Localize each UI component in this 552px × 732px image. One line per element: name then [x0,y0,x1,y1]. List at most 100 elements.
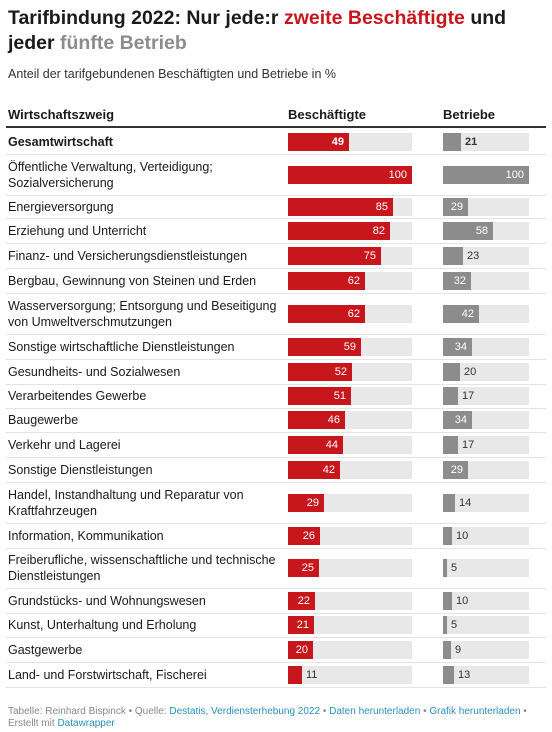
row-divider [6,457,546,458]
est-value-label: 23 [467,249,480,262]
est-track [443,435,529,454]
sector-label: Wasserversorgung; Entsorgung und Beseiti… [8,298,277,329]
est-track [443,591,529,610]
emp-bar [288,493,324,512]
est-value-label: 14 [459,496,472,509]
sector-label: Erziehung und Unterricht [8,223,147,238]
row-divider [6,268,546,269]
emp-bar [288,362,352,381]
emp-bar [288,591,315,610]
est-value-label: 42 [461,307,474,320]
sector-label: Information, Kommunikation [8,528,164,543]
row-divider [6,523,546,524]
emp-bar [288,132,349,151]
row-divider [6,218,546,219]
datawrapper-link[interactable]: Datawrapper [57,718,115,729]
est-bar [443,460,468,479]
footer-source-link[interactable]: Destatis, Verdiensterhebung 2022 [169,706,321,717]
chart-footer: Tabelle: Reinhard Bispinck • Quelle: Des… [8,706,544,730]
est-value-label: 34 [454,340,467,353]
title-part-3: und jeder [8,7,507,54]
est-track [443,665,529,684]
emp-value-label: 59 [343,340,356,353]
emp-bar [288,411,345,429]
est-value-label: 5 [451,562,458,574]
est-value-label: 29 [450,200,463,213]
emp-value-label: 49 [331,135,344,148]
emp-bar [288,337,361,356]
row-divider [6,408,546,409]
emp-bar [288,165,412,184]
emp-value-label: 62 [347,307,360,320]
est-track [443,640,529,659]
sector-label: Handel, Instandhaltung und Reparatur von… [8,487,244,518]
title-part-1: Tarifbindung 2022: Nur jede:r [8,7,284,29]
sector-label: Grundstücks- und Wohnungswesen [8,593,206,608]
emp-value-label: 11 [306,668,318,681]
est-bar [443,387,458,405]
emp-bar [288,616,314,634]
est-bar [443,132,461,151]
est-bar [443,337,472,356]
emp-track [288,665,412,684]
sector-label: Sonstige wirtschaftliche Dienstleistunge… [8,339,235,354]
sector-label: Gesundheits- und Sozialwesen [8,364,181,379]
emp-track [288,616,412,634]
row-divider [6,482,546,483]
emp-bar [288,460,340,479]
emp-value-label: 51 [333,390,346,402]
est-value-label: 5 [451,619,458,631]
est-bar [443,616,447,634]
est-bar [443,591,452,610]
sector-label: Baugewerbe [8,413,79,427]
est-bar [443,493,455,512]
chart-subtitle: Anteil der tarifgebundenen Beschäftigten… [8,67,337,81]
est-value-label: 17 [462,390,475,402]
est-bar [443,362,460,381]
est-bar [443,197,468,216]
est-value-label: 9 [455,643,462,656]
row-divider [6,637,546,638]
est-value-label: 100 [505,168,524,181]
sector-label: Freiberufliche, wissenschaftliche und te… [8,553,276,583]
sector-label: Bergbau, Gewinnung von Steinen und Erden [8,273,257,288]
emp-value-label: 75 [363,249,376,262]
emp-bar [288,304,365,323]
emp-bar [288,640,313,659]
emp-value-label: 26 [302,529,315,542]
column-header-establishments: Betriebe [443,107,496,122]
emp-value-label: 42 [322,463,335,476]
est-track [443,616,529,634]
est-value-label: 20 [464,365,477,378]
est-track [443,387,529,405]
sector-label: Verarbeitendes Gewerbe [8,389,147,403]
emp-value-label: 20 [295,643,308,656]
emp-value-label: 25 [301,562,314,574]
row-divider [6,588,546,589]
emp-bar [288,387,351,405]
row-divider [6,384,546,385]
download-chart-link[interactable]: Grafik herunterladen [429,706,521,717]
sector-label: Kunst, Unterhaltung und Erholung [8,618,197,632]
title-highlight-establishments: fünfte Betrieb [60,32,187,54]
est-value-label: 58 [475,224,488,237]
sector-label: Gastgewerbe [8,642,83,657]
est-value-label: 13 [458,668,471,681]
est-bar [443,304,479,323]
sector-label: Verkehr und Lagerei [8,437,121,452]
download-data-link[interactable]: Daten herunterladen [329,706,421,717]
emp-value-label: 62 [347,274,360,287]
est-bar [443,559,447,577]
title-highlight-employees: zweite Beschäftigte [283,7,465,29]
emp-value-label: 52 [334,365,347,378]
column-header-employees: Beschäftigte [288,107,367,122]
est-value-label: 17 [462,438,475,451]
emp-bar [288,246,381,265]
est-bar [443,411,472,429]
emp-value-label: 82 [372,224,385,237]
emp-bar [288,526,320,545]
emp-bar [288,559,319,577]
est-value-label: 10 [456,529,469,542]
est-value-label: 29 [450,463,463,476]
est-track [443,362,529,381]
